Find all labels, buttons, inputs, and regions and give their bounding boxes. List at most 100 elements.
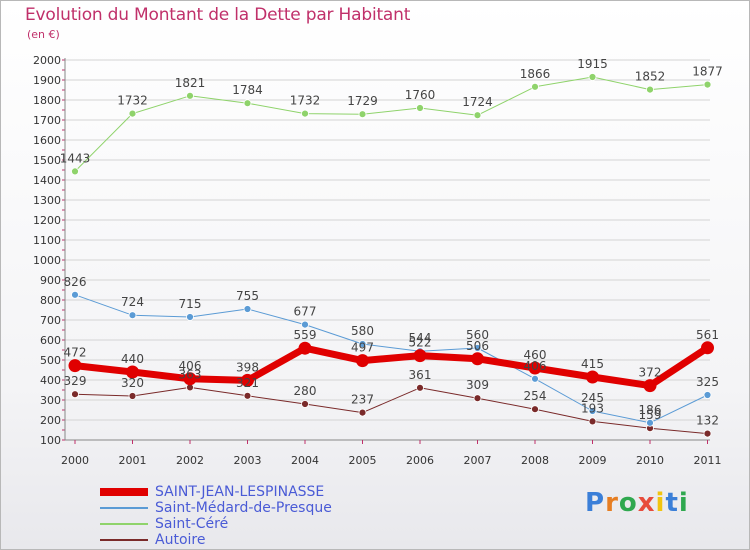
data-point: [531, 374, 539, 383]
data-label: 1760: [405, 88, 436, 102]
data-label: 440: [121, 352, 144, 366]
data-label: 472: [64, 346, 87, 360]
data-label: 580: [351, 324, 374, 338]
y-tick-label: 1400: [33, 174, 61, 187]
data-point: [128, 311, 137, 320]
data-point: [71, 290, 79, 299]
y-tick-label: 1700: [33, 114, 61, 127]
legend-swatch: [100, 507, 148, 509]
data-label: 1443: [60, 151, 91, 165]
y-tick-label: 1200: [33, 214, 61, 227]
x-tick-label: 2008: [521, 454, 549, 467]
data-point: [186, 313, 194, 321]
data-label: 193: [581, 401, 604, 415]
data-point: [241, 373, 254, 387]
y-tick-label: 1300: [33, 194, 61, 207]
x-tick-label: 2011: [694, 454, 722, 467]
series-line: [71, 344, 711, 390]
data-label: 1821: [175, 76, 206, 90]
data-label: 755: [236, 289, 259, 303]
legend-label: Saint-Médard-de-Presque: [155, 500, 332, 516]
x-tick-label: 2010: [636, 454, 664, 467]
chart-title: Evolution du Montant de la Dette par Hab…: [25, 5, 411, 25]
data-point: [358, 110, 367, 119]
data-label: 363: [179, 367, 202, 381]
data-point: [68, 359, 82, 373]
data-point: [588, 407, 597, 415]
data-label: 320: [121, 376, 144, 390]
data-point: [588, 417, 597, 426]
data-label: 1852: [635, 70, 666, 84]
data-label: 559: [294, 328, 317, 342]
legend-swatch: [100, 488, 148, 496]
data-label: 715: [179, 297, 202, 311]
x-tick-label: 2005: [349, 454, 377, 467]
legend-label: SAINT-JEAN-LESPINASSE: [155, 484, 325, 500]
data-point: [703, 429, 712, 438]
data-label: 497: [351, 341, 374, 355]
data-point: [703, 391, 712, 399]
data-label: 724: [121, 295, 144, 309]
data-label: 1915: [577, 57, 608, 71]
data-point: [473, 394, 482, 403]
legend-swatch: [100, 539, 148, 541]
series-line: [74, 386, 708, 435]
y-tick-label: 900: [40, 274, 61, 287]
y-tick-label: 700: [40, 314, 61, 327]
data-label: 406: [179, 359, 202, 373]
data-label: 522: [409, 336, 432, 350]
data-point: [128, 109, 137, 118]
y-tick-label: 300: [40, 394, 61, 407]
data-label: 561: [696, 328, 719, 342]
y-tick-label: 1900: [33, 74, 61, 87]
data-label: 1724: [462, 95, 493, 109]
data-label: 237: [351, 393, 374, 407]
data-point: [473, 344, 482, 352]
series-line: [74, 294, 708, 424]
data-point: [413, 349, 427, 363]
data-point: [531, 405, 539, 414]
data-point: [243, 305, 252, 313]
legend-label: Autoire: [155, 532, 206, 548]
data-label: 1729: [347, 94, 378, 108]
proxiti-logo: Proxiti: [585, 488, 689, 518]
data-point: [701, 341, 714, 355]
x-tick-label: 2003: [234, 454, 262, 467]
data-label: 1732: [290, 94, 321, 108]
data-label: 325: [696, 375, 719, 389]
data-point: [416, 383, 424, 392]
data-point: [588, 73, 597, 81]
x-tick-label: 2000: [61, 454, 89, 467]
y-tick-label: 600: [40, 334, 61, 347]
data-label: 544: [409, 331, 432, 345]
y-tick-label: 800: [40, 294, 61, 307]
data-label: 132: [696, 414, 719, 428]
data-label: 1866: [520, 67, 551, 81]
y-tick-label: 1500: [33, 154, 61, 167]
data-label: 406: [524, 359, 547, 373]
x-tick-label: 2009: [579, 454, 607, 467]
data-point: [356, 354, 369, 368]
data-point: [301, 109, 309, 118]
data-point: [703, 80, 712, 89]
x-tick-label: 2006: [406, 454, 434, 467]
data-point: [301, 320, 309, 329]
data-point: [298, 341, 312, 355]
data-point: [243, 391, 252, 400]
data-label: 186: [639, 403, 662, 417]
y-tick-label: 500: [40, 354, 61, 367]
y-tick-label: 200: [40, 414, 61, 427]
data-point: [646, 418, 654, 427]
series-line: [74, 76, 708, 172]
y-tick-label: 2000: [33, 54, 61, 67]
data-label: 460: [524, 348, 547, 362]
data-point: [416, 104, 424, 112]
data-label: 159: [639, 408, 662, 422]
data-label: 398: [236, 360, 259, 374]
data-label: 361: [409, 368, 432, 382]
data-point: [128, 392, 137, 400]
legend-label: Saint-Céré: [155, 516, 229, 532]
data-point: [358, 408, 367, 417]
data-label: 280: [294, 384, 317, 398]
